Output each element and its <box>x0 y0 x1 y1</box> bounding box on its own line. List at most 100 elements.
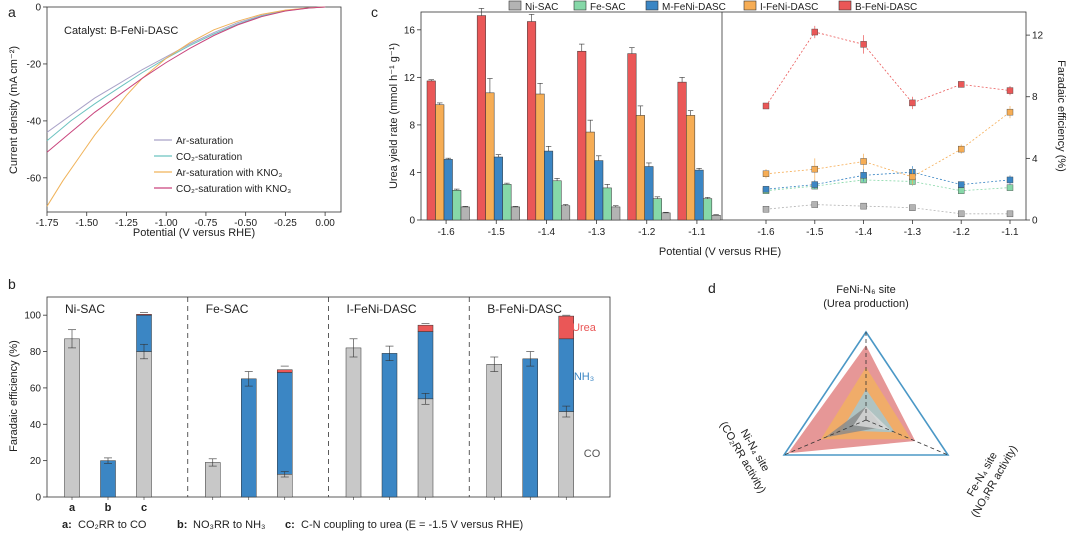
group-title: Ni-SAC <box>65 302 105 316</box>
legend-label: Fe-SAC <box>590 2 626 13</box>
right-x-tick-label: -1.1 <box>1001 227 1019 238</box>
panel-c-urea-yield: Potential (V versus RHE) Urea yield rate… <box>388 0 1067 258</box>
legend-swatch <box>573 0 587 11</box>
fe-point <box>1006 87 1014 94</box>
fe-point <box>762 185 770 193</box>
fe-point <box>811 201 818 208</box>
bar-m-feni-dasc <box>594 160 604 221</box>
stack-urea <box>277 369 293 373</box>
stack-co <box>64 338 80 498</box>
fe-point <box>909 173 916 181</box>
bar-i-feni-dasc <box>485 92 495 221</box>
right-y-tick-label: 12 <box>1032 31 1044 42</box>
fe-point <box>958 210 965 218</box>
bar-b-feni-dasc <box>627 53 637 221</box>
panel-b-bars: a b c <box>64 312 574 514</box>
x-tick-label: -0.25 <box>274 218 297 229</box>
panel-a-x-ticks: -1.75 -1.50 -1.25 -1.00 -0.75 -0.50 -0.25 0.00 <box>36 212 335 229</box>
left-x-tick-label: -1.2 <box>638 227 656 238</box>
stack-urea <box>417 324 434 332</box>
bar-letter-c: c <box>141 502 147 514</box>
panel-a-y-ticks: 0 -20 -40 -60 <box>27 3 47 184</box>
bar-letter-a: a <box>69 502 76 514</box>
fe-point <box>860 158 867 165</box>
right-x-tick-label: -1.5 <box>806 227 824 238</box>
stack-nh3 <box>381 353 398 498</box>
bar-b-feni-dasc <box>577 50 587 221</box>
stack-urea <box>136 314 152 316</box>
panel-a-legend: Ar-saturation CO₂-saturation Ar-saturation… <box>154 136 291 195</box>
radar-axis <box>783 419 867 456</box>
right-x-tick-label: -1.2 <box>953 227 971 238</box>
fe-point <box>1006 108 1014 116</box>
left-y-tick-label: 8 <box>409 120 415 131</box>
bar-letter-b: b <box>105 502 112 514</box>
bar-i-feni-dasc <box>635 115 645 221</box>
bar-i-feni-dasc <box>585 131 595 221</box>
x-tick-label: -0.50 <box>234 218 257 229</box>
panel-b-urea-label: Urea <box>572 322 597 334</box>
left-y-tick-label: 16 <box>404 25 416 36</box>
fe-point <box>909 99 916 107</box>
fe-point <box>762 170 770 177</box>
legend-label: CO₂-saturation <box>176 152 242 163</box>
fe-point <box>860 202 867 210</box>
radar-plot <box>782 330 950 456</box>
series-line <box>46 6 326 153</box>
bar-fe-sac <box>703 198 713 221</box>
panel-b-co-label: CO <box>584 448 601 460</box>
radar-top-sublabel: (Urea production) <box>823 298 909 310</box>
panel-b-ylabel: Faradaic efficiency (%) <box>8 340 20 452</box>
fe-point <box>860 41 867 48</box>
bar-ni-sac <box>561 205 571 221</box>
radar-area-fe-sac <box>853 406 891 431</box>
stack-co <box>277 474 293 498</box>
fe-line-fe-sac <box>765 179 1011 192</box>
stack-co <box>417 398 434 498</box>
bar-m-feni-dasc <box>694 169 704 221</box>
legend-label: Ni-SAC <box>525 2 558 13</box>
caption-key: c: <box>285 519 295 531</box>
y-tick-label: -20 <box>27 59 42 70</box>
legend-label: Ar-saturation <box>176 136 233 147</box>
bar-fe-sac <box>652 198 662 221</box>
panel-b-groups: Ni-SAC Fe-SAC I-FeNi-DASC B-FeNi-DASC <box>65 297 562 497</box>
panel-c-bars <box>426 8 721 221</box>
left-y-tick-label: 12 <box>404 73 416 84</box>
x-tick-label: -1.00 <box>155 218 178 229</box>
panel-b-faradaic-efficiency: Faradaic efficiency (%) 0 20 40 60 80 100 Ni-… <box>8 296 611 531</box>
x-tick-label: -1.25 <box>115 218 138 229</box>
panel-c-legend: Ni-SAC Fe-SAC M-FeNi-DASC I-FeNi-DASC B-FeNi… <box>508 0 917 13</box>
fe-line-ni-sac <box>765 204 1010 215</box>
right-x-tick-label: -1.3 <box>904 227 922 238</box>
legend-label: M-FeNi-DASC <box>662 2 726 13</box>
panel-c-faradaic-lines <box>762 25 1014 218</box>
caption-key: b: <box>177 519 187 531</box>
fe-point <box>811 28 818 36</box>
bar-ni-sac <box>611 206 621 221</box>
x-tick-label: -0.75 <box>195 218 218 229</box>
panel-a-frame <box>46 6 342 213</box>
stack-nh3 <box>241 378 257 498</box>
panel-c-left-ylabel: Urea yield rate (mmol h⁻¹ g⁻¹) <box>388 43 400 189</box>
left-y-tick-label: 4 <box>409 168 415 179</box>
fe-point <box>909 204 916 211</box>
bar-i-feni-dasc <box>686 115 696 221</box>
left-y-tick-label: 0 <box>409 216 415 227</box>
bar-i-feni-dasc <box>435 104 445 221</box>
stack-nh3 <box>522 358 538 498</box>
legend-swatch <box>838 0 852 11</box>
legend-label: CO₂-saturation with KNO₃ <box>176 184 291 195</box>
bar-ni-sac <box>711 214 721 221</box>
fe-point <box>811 181 818 188</box>
y-tick-label: -60 <box>27 173 42 184</box>
legend-label: I-FeNi-DASC <box>760 2 818 13</box>
bar-fe-sac <box>552 180 562 221</box>
fe-point <box>958 181 965 188</box>
stack-nh3 <box>558 338 574 412</box>
group-title: Fe-SAC <box>206 302 249 316</box>
legend-label: B-FeNi-DASC <box>855 2 917 13</box>
right-y-tick-label: 8 <box>1032 92 1038 103</box>
stack-nh3 <box>417 331 434 400</box>
